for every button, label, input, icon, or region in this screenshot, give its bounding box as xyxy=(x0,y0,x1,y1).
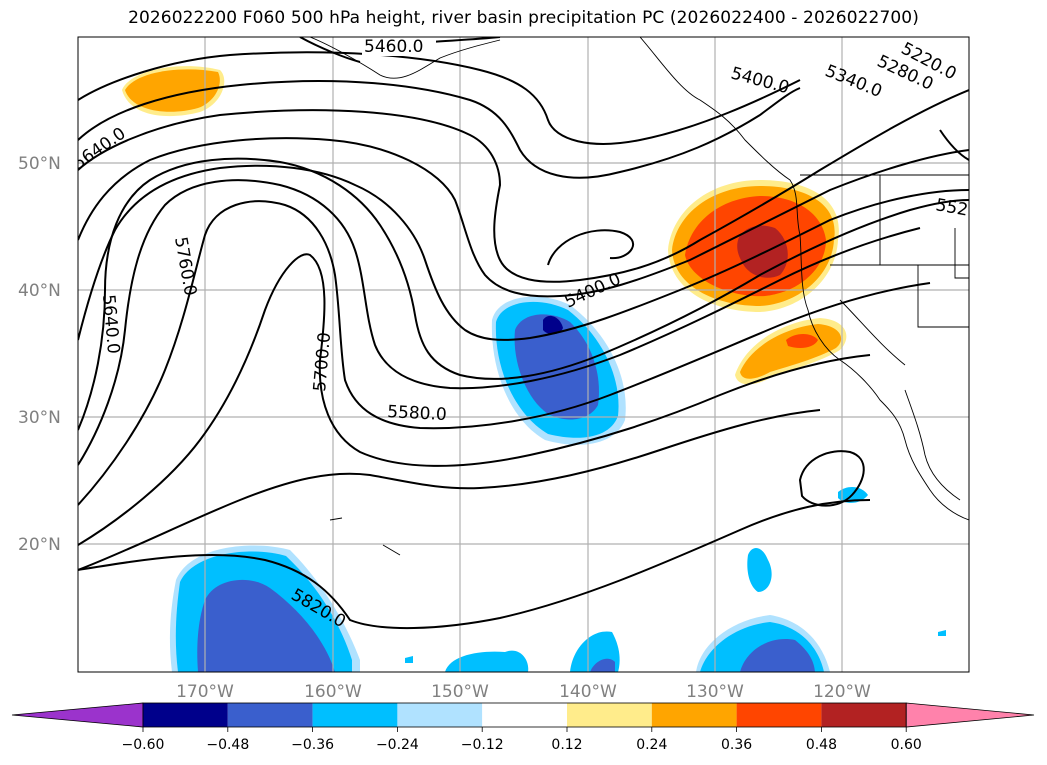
lat-label-50n: 50°N xyxy=(18,154,61,174)
map-title: 2026022200 F060 500 hPa height, river ba… xyxy=(128,8,919,28)
lon-label-150w: 150°W xyxy=(431,682,489,702)
colorbar-tick-label: −0.36 xyxy=(291,737,334,753)
contour-label-5460: 5460.0 xyxy=(364,37,423,57)
colorbar-tick-label: −0.60 xyxy=(122,737,165,753)
lon-label-140w: 140°W xyxy=(559,682,617,702)
precip-shading xyxy=(122,66,946,672)
colorbar-segment xyxy=(651,703,737,727)
lon-label-170w: 170°W xyxy=(176,682,234,702)
latitude-labels: 50°N 40°N 30°N 20°N xyxy=(18,154,61,555)
colorbar-outline xyxy=(142,702,907,728)
colorbar-tick-label: 0.36 xyxy=(721,737,752,753)
map-area: 5460.0 5220.0 5280.0 5340.0 5400.0 5640.… xyxy=(78,37,969,672)
colorbar-segment xyxy=(143,703,228,727)
lon-label-130w: 130°W xyxy=(686,682,744,702)
colorbar-segment xyxy=(397,703,483,727)
colorbar-tick-label: 0.60 xyxy=(891,737,922,753)
colorbar-segment xyxy=(821,703,907,727)
lat-label-40n: 40°N xyxy=(18,281,61,301)
colorbar-segment xyxy=(567,703,652,727)
lat-label-20n: 20°N xyxy=(18,535,61,555)
colorbar-tick-label: 0.12 xyxy=(551,737,582,753)
colorbar: −0.60 −0.48 −0.36 −0.24 −0.12 0.12 0.24 0.36 0.4… xyxy=(11,702,1035,753)
colorbar-tick-label: −0.48 xyxy=(206,737,249,753)
longitude-labels: 170°W 160°W 150°W 140°W 130°W 120°W xyxy=(176,682,871,702)
colorbar-segment xyxy=(312,703,398,727)
height-contours xyxy=(78,37,969,630)
colorbar-segment xyxy=(227,703,313,727)
map-frame xyxy=(77,36,970,673)
colorbar-tick-label: −0.24 xyxy=(376,737,419,753)
lon-label-120w: 120°W xyxy=(813,682,871,702)
colorbar-tick-label: −0.12 xyxy=(461,737,504,753)
colorbar-tick-label: 0.48 xyxy=(806,737,837,753)
contour-label-5580: 5580.0 xyxy=(387,402,447,425)
colorbar-tick-label: 0.24 xyxy=(636,737,667,753)
lon-label-160w: 160°W xyxy=(304,682,362,702)
colorbar-extend-high xyxy=(905,702,1035,728)
lat-label-30n: 30°N xyxy=(18,408,61,428)
colorbar-segment xyxy=(482,703,567,727)
graticule xyxy=(78,37,969,672)
colorbar-extend-low xyxy=(11,702,144,728)
colorbar-segment xyxy=(736,703,822,727)
